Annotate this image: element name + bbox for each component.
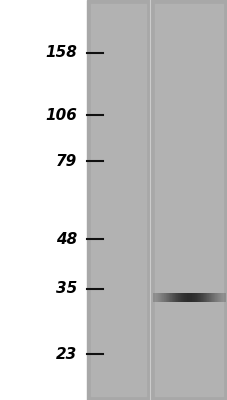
Bar: [183, 293, 184, 302]
Bar: [196, 293, 197, 302]
Bar: [154, 4, 222, 396]
Bar: [174, 293, 175, 302]
Bar: [186, 293, 187, 302]
Bar: [153, 293, 154, 302]
Bar: [216, 293, 217, 302]
Bar: [173, 293, 174, 302]
Bar: [219, 293, 220, 302]
Text: 158: 158: [45, 45, 77, 60]
Bar: [212, 293, 213, 302]
Bar: [164, 293, 165, 302]
Bar: [213, 293, 214, 302]
Bar: [223, 293, 224, 302]
Bar: [209, 293, 210, 302]
Bar: [205, 293, 206, 302]
Text: 35: 35: [56, 281, 77, 296]
Bar: [197, 293, 198, 302]
Bar: [193, 293, 194, 302]
Bar: [217, 293, 218, 302]
Text: 79: 79: [56, 154, 77, 169]
Bar: [207, 293, 208, 302]
Bar: [221, 293, 222, 302]
Bar: [165, 293, 166, 302]
Bar: [170, 293, 171, 302]
Bar: [163, 293, 164, 302]
Bar: [91, 4, 145, 396]
Bar: [206, 293, 207, 302]
Bar: [222, 293, 223, 302]
Bar: [208, 293, 209, 302]
Bar: [179, 293, 180, 302]
Text: 106: 106: [45, 108, 77, 123]
Bar: [204, 293, 205, 302]
Text: 48: 48: [56, 232, 77, 247]
Bar: [175, 293, 176, 302]
Bar: [187, 293, 188, 302]
Bar: [220, 293, 221, 302]
Bar: [224, 293, 225, 302]
Bar: [157, 293, 158, 302]
Bar: [201, 293, 202, 302]
Bar: [202, 293, 203, 302]
Bar: [194, 293, 195, 302]
Bar: [159, 293, 160, 302]
Bar: [176, 293, 177, 302]
Bar: [152, 293, 153, 302]
Bar: [182, 293, 183, 302]
Bar: [189, 293, 190, 302]
Bar: [199, 293, 200, 302]
Bar: [190, 293, 191, 302]
Bar: [166, 293, 167, 302]
Bar: [185, 293, 186, 302]
Bar: [167, 293, 168, 302]
Bar: [214, 293, 215, 302]
Bar: [177, 293, 178, 302]
Bar: [200, 293, 201, 302]
Bar: [191, 293, 192, 302]
Bar: [155, 293, 156, 302]
Bar: [195, 293, 196, 302]
Bar: [171, 293, 172, 302]
Bar: [156, 293, 157, 302]
Bar: [178, 293, 179, 302]
Bar: [162, 293, 163, 302]
Bar: [192, 293, 193, 302]
Bar: [169, 293, 170, 302]
Bar: [211, 293, 212, 302]
Bar: [210, 293, 211, 302]
Bar: [86, 0, 227, 400]
Bar: [198, 293, 199, 302]
Bar: [218, 293, 219, 302]
Bar: [180, 293, 181, 302]
Bar: [181, 293, 182, 302]
Bar: [160, 293, 161, 302]
Bar: [188, 293, 189, 302]
Bar: [184, 293, 185, 302]
Bar: [161, 293, 162, 302]
Bar: [154, 293, 155, 302]
Bar: [158, 293, 159, 302]
Bar: [203, 293, 204, 302]
Text: 23: 23: [56, 347, 77, 362]
Bar: [172, 293, 173, 302]
Bar: [215, 293, 216, 302]
Bar: [168, 293, 169, 302]
